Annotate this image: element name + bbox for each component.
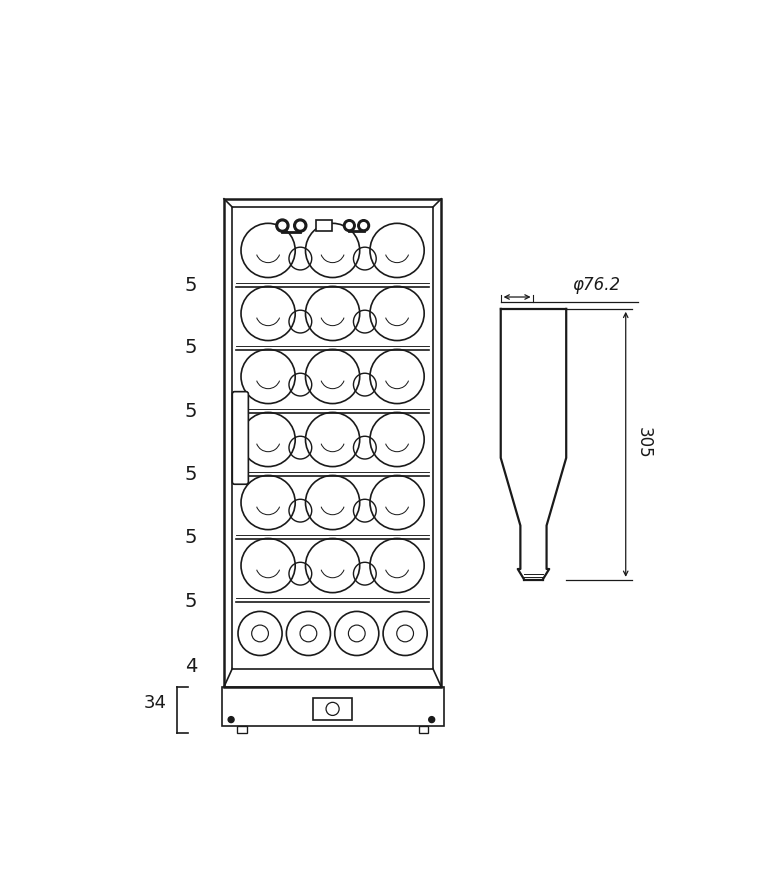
Bar (224, 199, 441, 687)
Circle shape (228, 717, 234, 723)
Bar (313, 698, 352, 720)
Text: 305: 305 (634, 427, 653, 459)
Bar (232, 207, 433, 669)
Circle shape (429, 717, 435, 723)
FancyBboxPatch shape (232, 392, 248, 484)
Circle shape (293, 219, 306, 233)
Bar (419, 726, 428, 733)
Text: 5: 5 (185, 465, 197, 484)
Circle shape (361, 223, 366, 228)
Text: 5: 5 (185, 528, 197, 547)
Circle shape (279, 222, 286, 229)
Text: 4: 4 (185, 657, 197, 676)
Bar (222, 687, 444, 726)
Text: 5: 5 (185, 338, 197, 357)
Circle shape (358, 219, 369, 232)
Circle shape (276, 219, 289, 233)
Bar (237, 726, 247, 733)
Bar (316, 220, 333, 231)
Text: 34: 34 (144, 694, 167, 712)
Text: φ76.2: φ76.2 (572, 276, 621, 294)
Text: 5: 5 (185, 275, 197, 294)
Circle shape (346, 223, 353, 228)
Circle shape (343, 219, 356, 232)
Text: 5: 5 (185, 592, 197, 611)
Circle shape (297, 222, 303, 229)
Text: 5: 5 (185, 402, 197, 421)
